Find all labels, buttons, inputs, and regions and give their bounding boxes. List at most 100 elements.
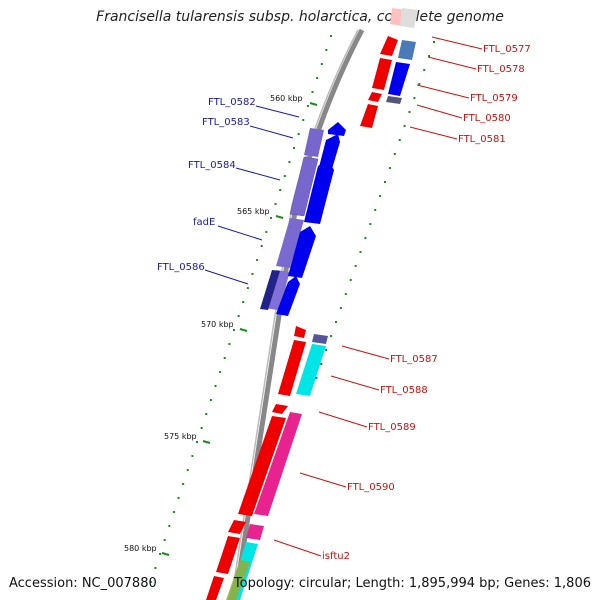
gene-label-left[interactable]: fadE bbox=[193, 217, 215, 228]
ticks-layer: 560 kbp 565 kbp 570 kbp 575 kbp 580 kbp bbox=[124, 94, 318, 556]
gene-isftu2-red bbox=[228, 520, 246, 534]
gene-block-ftl0584 bbox=[276, 218, 304, 268]
gc-skew-dot bbox=[182, 483, 185, 485]
gc-skew-dot bbox=[168, 525, 171, 527]
gc-skew-dot bbox=[228, 343, 231, 345]
gene-label-right[interactable]: FTL_0579 bbox=[470, 93, 518, 104]
gene-label-right[interactable]: isftu2 bbox=[322, 551, 350, 562]
gene-label-left[interactable]: FTL_0582 bbox=[208, 97, 256, 108]
scale-tick-mark bbox=[202, 440, 211, 444]
scale-tick-label: 580 kbp bbox=[124, 544, 157, 553]
gene-label-right[interactable]: FTL_0581 bbox=[458, 134, 506, 145]
gene-leader-line bbox=[416, 84, 470, 99]
gc-content-dot bbox=[398, 139, 401, 141]
gene-leader-line bbox=[255, 105, 300, 118]
gene-leader-line bbox=[427, 56, 477, 70]
gene-ftl0590-magenta bbox=[254, 412, 302, 516]
gc-content-dot bbox=[413, 97, 416, 99]
gene-leader-line bbox=[318, 411, 368, 428]
gc-skew-dot bbox=[269, 217, 272, 219]
scale-tick-mark bbox=[239, 328, 248, 332]
gene-label-left[interactable]: FTL_0586 bbox=[157, 262, 205, 273]
gc-skew-dot bbox=[260, 245, 263, 247]
gene-label-left[interactable]: FTL_0583 bbox=[202, 117, 250, 128]
gc-content-dot bbox=[315, 377, 318, 379]
gc-content-dot bbox=[364, 237, 367, 239]
gene-leader-line bbox=[341, 345, 390, 360]
gene-isftu2-red2 bbox=[216, 536, 240, 574]
gene-ftl0582-arrow bbox=[328, 122, 346, 136]
gc-skew-dot bbox=[205, 413, 208, 415]
gene-leader-line bbox=[273, 539, 322, 557]
scale-tick-mark bbox=[161, 552, 170, 556]
gene-leader-line bbox=[431, 36, 483, 50]
gene-isftu2-olive bbox=[226, 560, 250, 600]
gene-label-right[interactable]: FTL_0577 bbox=[483, 44, 531, 55]
gc-content-dot bbox=[403, 125, 406, 127]
gene-ftl0580 bbox=[360, 104, 378, 128]
gene-ftl0577-steel bbox=[398, 40, 416, 60]
scale-tick-label: 565 kbp bbox=[237, 207, 270, 216]
gc-skew-dot bbox=[214, 385, 217, 387]
reverse-strand-genes-bottom bbox=[206, 326, 328, 600]
gc-skew-dot bbox=[177, 497, 180, 499]
gc-skew-dot bbox=[330, 35, 332, 37]
gc-skew-dot bbox=[325, 49, 328, 51]
scale-tick-mark bbox=[275, 215, 284, 219]
scale-tick-label: 575 kbp bbox=[164, 432, 197, 441]
gc-content-dot bbox=[384, 181, 386, 183]
gc-skew-dot bbox=[154, 567, 157, 569]
gc-skew-dot bbox=[223, 357, 226, 359]
gc-skew-dot bbox=[219, 371, 222, 373]
genome-summary-text: Topology: circular; Length: 1,895,994 bp… bbox=[233, 576, 591, 591]
gene-ftl0576-grey bbox=[400, 8, 418, 28]
gc-content-dot bbox=[335, 321, 337, 323]
gc-skew-dot bbox=[186, 469, 189, 471]
gc-content-dot bbox=[320, 363, 323, 365]
accession-text: Accession: NC_007880 bbox=[9, 576, 157, 591]
gene-bottom-red bbox=[206, 576, 224, 600]
gene-ftl0584-arrow bbox=[304, 160, 334, 224]
gc-content-dot bbox=[393, 153, 396, 155]
gc-skew-dot bbox=[237, 315, 240, 317]
gc-skew-dot bbox=[246, 287, 249, 289]
gc-skew-dot bbox=[251, 273, 254, 275]
gc-skew-dot bbox=[242, 301, 245, 303]
gene-ftl0578 bbox=[372, 58, 392, 90]
gc-content-dot bbox=[423, 69, 426, 71]
gene-label-right[interactable]: FTL_0580 bbox=[463, 113, 511, 124]
scale-tick-label: 570 kbp bbox=[201, 320, 234, 329]
gene-labels-layer: FTL_0582 FTL_0583 FTL_0584 fadE FTL_0586 FTL_… bbox=[157, 36, 531, 562]
gene-label-right[interactable]: FTL_0578 bbox=[477, 64, 525, 75]
gc-content-dot bbox=[408, 111, 411, 113]
gene-isftu2-magenta bbox=[246, 524, 264, 540]
gene-ftl0587-small bbox=[312, 334, 328, 344]
gc-content-dot bbox=[428, 55, 431, 57]
gene-label-left[interactable]: FTL_0584 bbox=[188, 160, 236, 171]
gene-leader-line bbox=[217, 225, 263, 241]
gc-skew-dot bbox=[302, 119, 305, 121]
gc-skew-dot bbox=[191, 455, 194, 457]
gc-skew-dot bbox=[297, 133, 300, 135]
gene-ftl0587-head bbox=[294, 326, 306, 338]
gene-label-right[interactable]: FTL_0590 bbox=[347, 482, 395, 493]
gene-block-dark bbox=[260, 270, 280, 310]
gene-label-right[interactable]: FTL_0587 bbox=[390, 354, 438, 365]
gene-leader-line bbox=[409, 126, 458, 140]
scale-tick-label: 560 kbp bbox=[270, 94, 303, 103]
gc-content-dot bbox=[354, 265, 357, 267]
genome-backbone bbox=[233, 28, 365, 596]
gene-label-right[interactable]: FTL_0589 bbox=[368, 422, 416, 433]
gene-leader-line bbox=[416, 104, 463, 119]
gc-content-dot bbox=[339, 307, 342, 309]
gc-skew-dot bbox=[200, 427, 203, 429]
cog-track-left bbox=[260, 128, 324, 310]
gene-fade-arrow bbox=[288, 226, 316, 278]
scale-tick-mark bbox=[309, 102, 318, 106]
gc-skew-dot bbox=[196, 441, 199, 443]
gene-ftl0579 bbox=[368, 92, 382, 102]
gene-label-right[interactable]: FTL_0588 bbox=[380, 385, 428, 396]
gene-ftl0586-arrow bbox=[276, 276, 300, 316]
gene-ftl0579-grey bbox=[386, 96, 402, 104]
